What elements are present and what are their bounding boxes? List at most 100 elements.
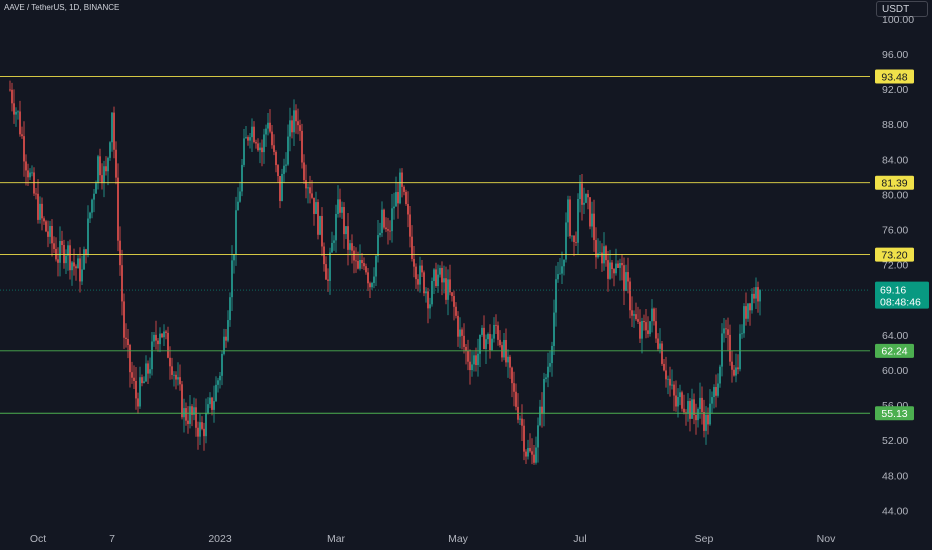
y-tick-label: 72.00 [882, 260, 908, 272]
candle [379, 222, 381, 238]
candle [467, 339, 469, 371]
candle [689, 398, 691, 432]
candle [715, 374, 717, 408]
candles-layer [9, 80, 761, 465]
candle [471, 351, 473, 377]
candle [255, 139, 257, 149]
candle [177, 362, 179, 386]
candle [83, 246, 85, 271]
candle [251, 118, 253, 153]
candle [175, 371, 177, 390]
price-axis[interactable]: 44.0048.0052.0056.0060.0064.0068.0072.00… [882, 14, 914, 518]
candle [701, 386, 703, 425]
candle [317, 199, 319, 240]
candle [233, 253, 235, 274]
candle [595, 227, 597, 269]
candle [55, 237, 57, 262]
candle [331, 231, 333, 253]
candle [283, 158, 285, 183]
candle [361, 253, 363, 270]
candle [111, 112, 113, 152]
candle [235, 196, 237, 266]
candle [279, 175, 281, 209]
symbol-interval[interactable]: 1D [69, 3, 80, 12]
candle [523, 419, 525, 461]
candle [59, 226, 61, 277]
candle [653, 307, 655, 326]
candle [517, 393, 519, 424]
candle [641, 317, 643, 354]
candle [37, 179, 39, 224]
candle [325, 256, 327, 280]
candle [71, 260, 73, 286]
candle [149, 357, 151, 379]
candle [675, 380, 677, 412]
candle [87, 205, 89, 258]
candle [405, 189, 407, 206]
candle [607, 250, 609, 292]
y-tick-label: 64.00 [882, 330, 908, 342]
candle [447, 269, 449, 316]
candle [213, 385, 215, 423]
candle [19, 100, 21, 137]
candle [645, 309, 647, 339]
candle [723, 318, 725, 343]
candle [137, 392, 139, 414]
candle [145, 355, 147, 382]
candle [371, 281, 373, 290]
candle [329, 247, 331, 295]
candle [651, 299, 653, 333]
candle [541, 392, 543, 428]
candle [553, 299, 555, 356]
candle [307, 183, 309, 204]
candle [23, 121, 25, 177]
candle [679, 384, 681, 406]
candle [73, 248, 75, 276]
candle [123, 293, 125, 349]
candle [335, 204, 337, 253]
candle [377, 220, 379, 263]
candle [11, 82, 13, 112]
candle [709, 389, 711, 426]
candle [659, 328, 661, 354]
x-tick-label: 2023 [208, 533, 232, 545]
candle [463, 323, 465, 354]
candle [431, 277, 433, 307]
candle [749, 302, 751, 326]
candle [515, 383, 517, 411]
y-tick-label: 44.00 [882, 505, 908, 517]
candle [321, 207, 323, 257]
candle [643, 314, 645, 331]
candle [347, 213, 349, 266]
candle [245, 125, 247, 139]
candle [737, 354, 739, 375]
candle [573, 235, 575, 257]
candle [527, 439, 529, 460]
candle [509, 354, 511, 379]
candle [117, 163, 119, 252]
candle [449, 264, 451, 296]
candle [265, 124, 267, 147]
candle [107, 156, 109, 186]
candle [31, 165, 33, 177]
candle [547, 352, 549, 388]
candle [69, 239, 71, 280]
candle [535, 436, 537, 465]
candle [39, 196, 41, 224]
candle [683, 394, 685, 415]
candle [665, 356, 667, 388]
candle [747, 303, 749, 322]
candle [341, 201, 343, 219]
time-axis[interactable]: Oct 7 2023 Mar May Jul Sep Nov [30, 533, 836, 545]
currency-button[interactable]: USDT [876, 1, 928, 17]
candle [301, 123, 303, 169]
candle [647, 316, 649, 338]
candle [577, 193, 579, 255]
candle [29, 168, 31, 180]
candle [501, 341, 503, 362]
candle [695, 403, 697, 435]
candle [49, 220, 51, 244]
